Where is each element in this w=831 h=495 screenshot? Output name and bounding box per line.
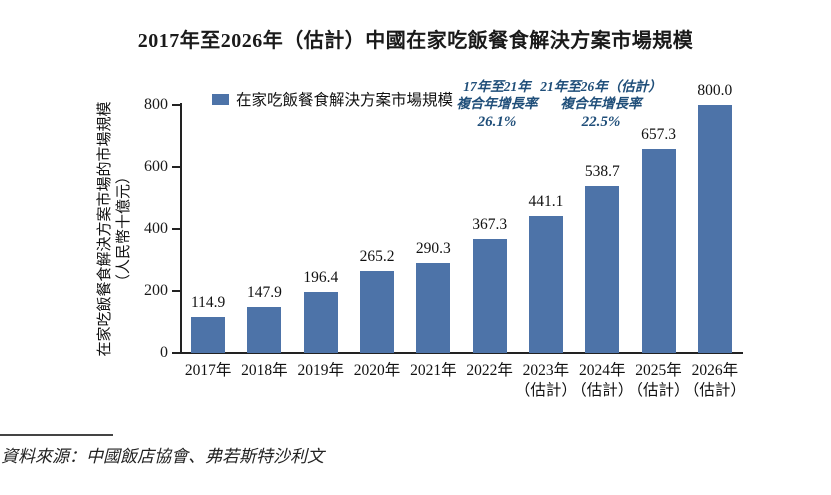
bar: [303, 292, 338, 353]
bar-value-label: 367.3: [472, 216, 508, 233]
x-tick-label: 2022年: [466, 362, 513, 379]
x-tick-label: 2018年: [241, 362, 288, 379]
y-tick-label: 0: [160, 344, 168, 361]
y-axis-line: [180, 103, 182, 353]
bar-value-label: 657.3: [641, 126, 676, 143]
y-tick-mark: [172, 166, 180, 168]
source-note: 資料來源：中國飯店協會、弗若斯特沙利文: [0, 434, 831, 467]
cagr-annotation-line1: 17年至21年: [463, 79, 531, 94]
bar-value-label: 196.4: [303, 269, 339, 286]
source-text: 資料來源：中國飯店協會、弗若斯特沙利文: [1, 447, 324, 466]
bar-value-label: 538.7: [584, 163, 620, 180]
bar-chart: 在家吃飯餐食解決方案市場規模 17年至21年 複合年增長率 26.1% 21年至…: [97, 78, 746, 399]
bar: [697, 105, 732, 353]
y-tick-label: 600: [144, 158, 168, 175]
bar: [360, 271, 395, 353]
cagr-annotation-line1: 21年至26年（估計）: [540, 79, 662, 94]
x-tick-label: 2021年: [410, 362, 457, 379]
y-tick-mark: [172, 228, 180, 230]
source-divider: [0, 434, 113, 436]
x-tick-label: 2019年: [297, 362, 344, 379]
y-axis-label-text: 在家吃飯餐食解決方案市場的市場規模: [97, 101, 113, 357]
x-tick-label: 2026年 （估計）: [683, 362, 746, 399]
bar: [641, 149, 676, 353]
x-tick-label: 2017年: [184, 362, 232, 379]
legend-label: 在家吃飯餐食解決方案市場規模: [236, 92, 454, 109]
bar-value-label: 800.0: [697, 82, 733, 99]
y-tick-label: 200: [144, 282, 168, 299]
y-tick-label: 800: [144, 96, 168, 113]
legend-swatch-icon: [212, 93, 229, 105]
chart-title: 2017年至2026年（估計）中國在家吃飯餐食解決方案市場規模: [137, 30, 694, 52]
cagr-annotation-21-26: 21年至26年（估計） 複合年增長率 22.5%: [530, 78, 672, 131]
bar-value-label: 114.9: [191, 294, 226, 311]
y-tick-mark: [172, 352, 180, 354]
cagr-annotation-17-21: 17年至21年 複合年增長率 26.1%: [432, 78, 562, 131]
y-tick-mark: [172, 104, 180, 106]
x-tick-label: 2025年 （估計）: [627, 362, 690, 399]
x-tick-label: 2023年 （估計）: [514, 362, 577, 399]
bar: [528, 216, 563, 353]
plot-area: 0 200 400 600 800 114.9 2017年 147.9 2018年 196.4 20…: [144, 82, 746, 399]
cagr-annotation-line2: 複合年增長率: [560, 96, 642, 111]
bar: [247, 307, 282, 353]
bar-value-label: 147.9: [247, 284, 282, 301]
bar-value-label: 441.1: [528, 193, 564, 210]
bar: [416, 263, 451, 353]
cagr-annotation-value: 26.1%: [477, 114, 517, 130]
bar: [191, 317, 226, 353]
cagr-annotation-line2: 複合年增長率: [456, 96, 538, 111]
y-tick-mark: [172, 290, 180, 292]
chart-legend: 在家吃飯餐食解決方案市場規模: [212, 88, 453, 110]
x-tick-label: 2020年: [353, 362, 401, 379]
y-tick-label: 400: [144, 220, 168, 237]
cagr-annotation-value: 22.5%: [581, 114, 621, 130]
bar: [472, 239, 507, 353]
bar-value-label: 265.2: [359, 248, 395, 265]
x-tick-label: 2024年 （估計）: [571, 362, 634, 399]
bar: [585, 186, 620, 353]
bar-value-label: 290.3: [415, 240, 451, 257]
x-axis-line: [180, 352, 743, 354]
